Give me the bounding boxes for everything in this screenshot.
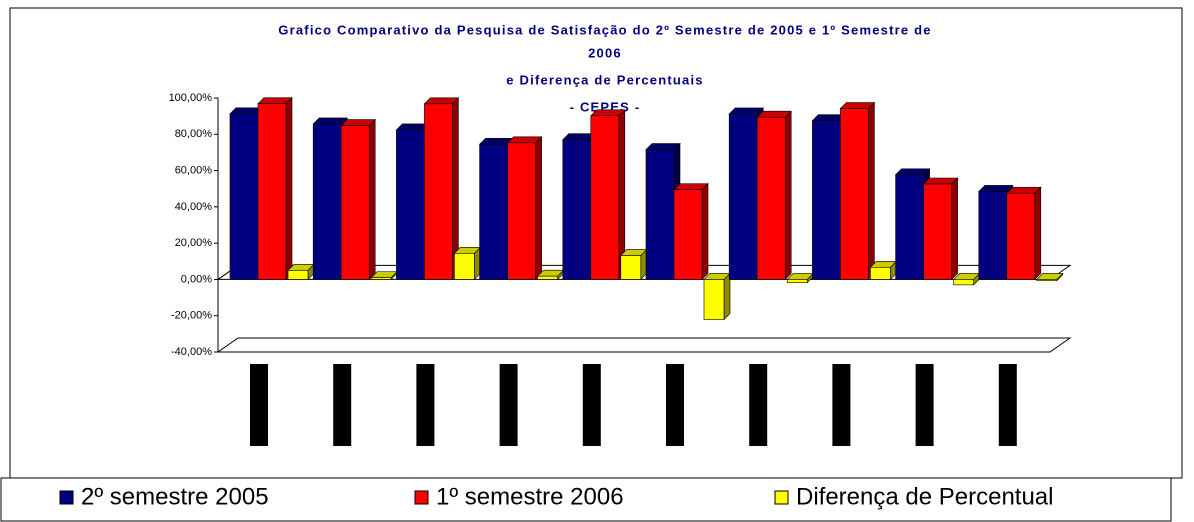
legend-box [0,477,1172,522]
bar-top [423,97,460,105]
chart-title: Grafico Comparativo da Pesquisa de Satis… [278,22,931,37]
bar [703,279,725,320]
bar [978,191,1008,280]
bar-top [894,168,931,176]
bar-side [868,101,875,281]
legend-swatch [774,490,789,505]
bar-side [368,118,376,281]
bar [424,103,453,280]
bar [1036,279,1058,281]
bar-side [535,136,542,281]
bar [562,139,592,280]
bar [953,279,974,286]
bar-side [701,182,709,281]
bar-side [285,96,293,281]
bar [812,120,841,280]
bar [537,275,558,280]
category-label-box [333,364,352,446]
y-tick-label: 0,00% [181,273,212,285]
category-label-box [915,364,934,446]
bar [257,103,287,280]
bar [728,113,758,280]
bar [673,189,703,280]
bar [786,279,808,283]
category-label-box [250,364,268,446]
bar [756,116,786,280]
category-label-box [998,364,1017,446]
y-tick-label: -20,00% [171,310,212,322]
chart-title: 2006 [588,45,622,60]
bar [507,142,536,280]
bar-top [728,107,764,115]
category-label-box [749,364,768,446]
bar [229,113,259,280]
bar [287,270,309,280]
bar [870,266,891,280]
bar-top [340,119,376,126]
legend-label: 2º semestre 2005 [81,483,269,510]
bar-side [951,177,958,281]
bar [895,174,924,280]
bar [479,143,508,280]
bar-top [645,143,681,150]
bar [312,123,342,280]
bar [340,125,370,280]
bar [923,183,952,280]
y-tick-label: 40,00% [175,201,213,213]
bar-top [673,183,709,190]
floor [216,337,1072,353]
bar [590,115,620,280]
y-tick-label: 80,00% [175,128,213,140]
bar-side [723,272,731,321]
bar-top [922,177,959,185]
legend-label: Diferença de Percentual [796,483,1053,510]
bar-top [312,117,348,125]
category-label-box [832,364,851,446]
bar-top [506,136,543,144]
bar [370,277,392,280]
bar-top [590,109,626,117]
legend-swatch [414,490,429,505]
bar [840,108,869,280]
bar [645,149,675,280]
bar-top [756,110,792,118]
bar [396,129,425,280]
category-label-box [666,364,684,446]
category-label-box [582,364,601,446]
y-tick-label: 100,00% [169,92,213,104]
bar-side [784,110,792,281]
y-tick-label: 20,00% [175,237,213,249]
category-label-box [416,364,435,446]
bar-side [1034,186,1042,281]
bar-top [1006,186,1042,194]
bar [620,255,642,280]
bar-top [978,185,1014,192]
bar [1006,192,1036,280]
bar-top [257,97,293,104]
y-tick-label: -40,00% [171,346,212,358]
legend-label: 1º semestre 2006 [436,483,624,510]
category-label-box [499,364,518,446]
bar-top [839,102,876,109]
y-tick-label: 60,00% [175,164,213,176]
legend-swatch [59,490,74,505]
chart-title: e Diferença de Percentuais [506,72,703,87]
bar [454,253,475,280]
